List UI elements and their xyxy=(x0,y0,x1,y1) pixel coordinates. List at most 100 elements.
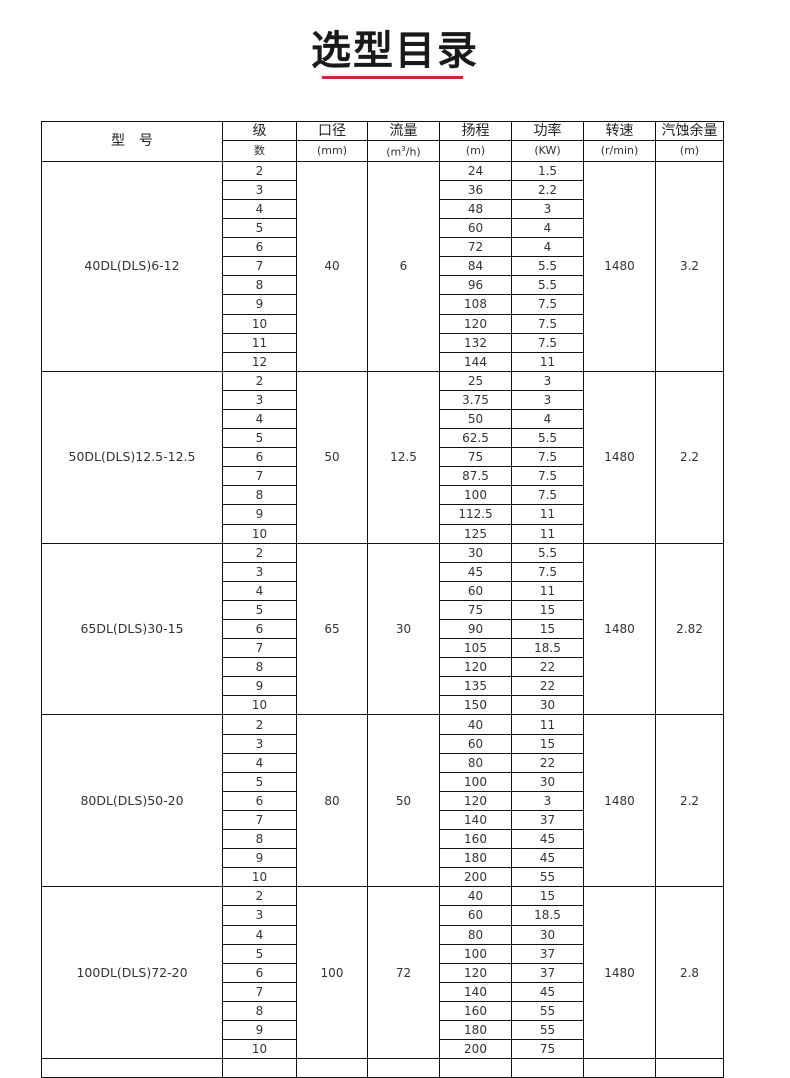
table-row: 3 3.75 3 xyxy=(42,389,724,410)
head-cell: 140 xyxy=(439,809,512,831)
flow-cell: 50 xyxy=(367,714,440,888)
power-cell: 5.5 xyxy=(511,428,584,449)
head-cell: 48 xyxy=(439,198,512,220)
head-cell: 80 xyxy=(439,924,512,945)
power-cell: 2.2 xyxy=(511,179,584,200)
stages-cell: 6 xyxy=(222,618,297,640)
stages-cell: 7 xyxy=(222,809,297,831)
flow-cell: 30 xyxy=(367,542,440,716)
stages-cell: 3 xyxy=(222,905,297,926)
stages-cell: 10 xyxy=(222,695,297,716)
speed-cell: 1480 xyxy=(583,714,656,888)
head-cell: 40 xyxy=(439,714,512,735)
diameter-cell: 50 xyxy=(296,370,368,544)
speed-cell: 1480 xyxy=(583,370,656,544)
power-cell: 18.5 xyxy=(511,905,584,926)
stages-cell: 6 xyxy=(222,962,297,983)
header-model: 型 号 xyxy=(41,121,223,162)
table-row: 12 144 11 xyxy=(42,351,724,372)
power-cell: 45 xyxy=(511,829,584,850)
power-cell: 11 xyxy=(511,351,584,372)
flow-cell: 72 xyxy=(367,886,440,1060)
power-cell: 11 xyxy=(511,504,584,525)
stages-cell: 10 xyxy=(222,523,297,544)
stages-cell: 2 xyxy=(222,160,297,181)
power-cell: 7.5 xyxy=(511,332,584,353)
npsh-cell: 3.2 xyxy=(655,160,724,372)
head-cell: 120 xyxy=(439,313,512,334)
empty-cell xyxy=(439,1058,512,1078)
stages-cell: 2 xyxy=(222,714,297,735)
head-cell: 144 xyxy=(439,351,512,372)
model-cell: 40DL(DLS)6-12 xyxy=(41,160,223,372)
diameter-cell: 100 xyxy=(296,886,368,1060)
table-row: 6 90 15 xyxy=(42,618,724,640)
flow-cell: 12.5 xyxy=(367,370,440,544)
stages-cell: 8 xyxy=(222,485,297,506)
table-row: 8 160 45 xyxy=(42,829,724,850)
stages-cell: 2 xyxy=(222,542,297,563)
table-row: 5 60 4 xyxy=(42,218,724,239)
stages-cell: 2 xyxy=(222,370,297,391)
power-cell: 5.5 xyxy=(511,275,584,296)
table-row: 5 62.5 5.5 xyxy=(42,428,724,449)
stages-cell: 6 xyxy=(222,237,297,258)
stages-cell: 10 xyxy=(222,867,297,888)
head-cell: 75 xyxy=(439,447,512,468)
power-cell: 3 xyxy=(511,198,584,220)
power-cell: 37 xyxy=(511,962,584,983)
stages-cell: 8 xyxy=(222,829,297,850)
head-cell: 105 xyxy=(439,638,512,659)
empty-cell xyxy=(222,1058,297,1078)
head-cell: 100 xyxy=(439,943,512,964)
table-row: 80DL(DLS)50-20 2 80 50 40 11 1480 2.2 xyxy=(41,714,724,888)
stages-cell: 11 xyxy=(222,332,297,353)
head-cell: 200 xyxy=(439,1039,512,1060)
head-cell: 200 xyxy=(439,867,512,888)
empty-cell xyxy=(367,1058,440,1078)
power-cell: 11 xyxy=(511,523,584,544)
head-cell: 72 xyxy=(439,237,512,258)
power-cell: 37 xyxy=(511,943,584,964)
power-cell: 45 xyxy=(511,848,584,869)
head-cell: 80 xyxy=(439,752,512,773)
table-row: 8 96 5.5 xyxy=(42,275,724,296)
stages-cell: 12 xyxy=(222,351,297,372)
model-cell: 80DL(DLS)50-20 xyxy=(41,714,223,888)
power-cell: 75 xyxy=(511,1039,584,1060)
npsh-cell: 2.2 xyxy=(655,714,724,888)
table-row: 5 75 15 xyxy=(42,599,724,621)
stages-cell: 6 xyxy=(222,790,297,811)
head-cell: 40 xyxy=(439,886,512,907)
header-unit-2: (m3/h) xyxy=(367,140,440,162)
flow-cell: 6 xyxy=(367,160,440,372)
empty-cell xyxy=(296,1058,368,1078)
table-row: 50DL(DLS)12.5-12.5 2 50 12.5 25 3 1480 2.2 xyxy=(41,370,724,544)
head-cell: 45 xyxy=(439,561,512,582)
table-row: 5 100 30 xyxy=(42,771,724,792)
npsh-cell: 2.8 xyxy=(655,886,724,1060)
power-cell: 45 xyxy=(511,981,584,1002)
header-2: 流量 xyxy=(367,120,440,142)
power-cell: 22 xyxy=(511,752,584,773)
speed-cell: 1480 xyxy=(583,886,656,1060)
power-cell: 22 xyxy=(511,676,584,697)
power-cell: 1.5 xyxy=(511,160,584,181)
stages-cell: 10 xyxy=(222,313,297,334)
power-cell: 30 xyxy=(511,695,584,716)
table-row: 9 180 45 xyxy=(42,848,724,869)
table-row: 6 72 4 xyxy=(42,237,724,258)
stages-cell: 4 xyxy=(222,408,297,430)
selection-table: 型 号级口径 流量 扬程 功率 转速 汽蚀余量数 (mm) (m3/h) (m) (KW) (r/m… xyxy=(41,120,724,1078)
table-row: 40DL(DLS)6-12 2 40 6 24 1.5 1480 3.2 xyxy=(41,160,724,372)
head-cell: 108 xyxy=(439,294,512,315)
head-cell: 62.5 xyxy=(439,428,512,449)
head-cell: 90 xyxy=(439,618,512,640)
table-row xyxy=(41,1058,724,1078)
stages-cell: 2 xyxy=(222,886,297,907)
power-cell: 5.5 xyxy=(511,542,584,563)
head-cell: 84 xyxy=(439,256,512,277)
power-cell: 22 xyxy=(511,657,584,678)
npsh-cell: 2.82 xyxy=(655,542,724,716)
head-cell: 60 xyxy=(439,733,512,754)
